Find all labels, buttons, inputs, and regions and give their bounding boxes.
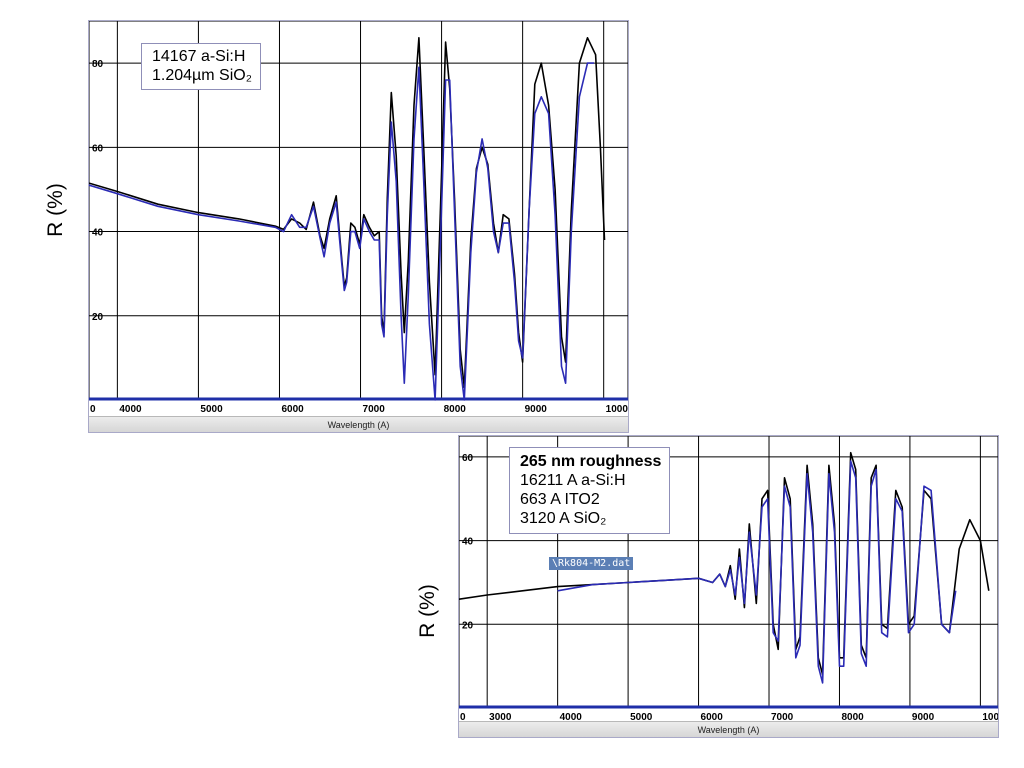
file-tag: \Rk804-M2.dat — [549, 557, 634, 570]
plot-area-bottom: 0 3000 4000 5000 6000 7000 8000 9000 1000 20 40 60 — [459, 436, 998, 723]
x-tick-label: 9000 — [525, 404, 548, 415]
y-tick-label: 20 — [92, 312, 104, 323]
legend-line-text: 1.204µm SiO₂ — [152, 67, 252, 84]
x-tick-label: 1000 — [982, 712, 998, 723]
series-line-0 — [89, 37, 606, 389]
y-tick-label: 80 — [92, 59, 104, 70]
chart-panel-top: 0 4000 5000 6000 7000 8000 9000 1000 20 40 60 80 14… — [88, 20, 629, 433]
y-axis-label-bottom: R (%) — [416, 584, 439, 638]
legend-bottom: 265 nm roughness 16211 A a-Si:H 663 A IT… — [509, 447, 671, 534]
y-tick-label: 20 — [462, 620, 474, 631]
x-tick-label: 9000 — [912, 712, 935, 723]
series-line-1 — [89, 62, 594, 401]
legend-line: 3120 A SiO₂ — [520, 510, 607, 527]
x-tick-label: 5000 — [200, 404, 223, 415]
x-axis-bar-bottom: Wavelength (A) — [459, 721, 998, 737]
x-tick-label: 4000 — [560, 712, 583, 723]
legend-line: 663 A ITO2 — [520, 491, 600, 508]
x-axis-bar-top: Wavelength (A) — [89, 416, 628, 432]
y-tick-label: 40 — [92, 228, 104, 239]
series-line-1 — [557, 460, 957, 684]
y-tick-label: 60 — [92, 143, 104, 154]
x-tick-label: 7000 — [771, 712, 794, 723]
x-tick-label: 5000 — [630, 712, 653, 723]
x-tick-label: 4000 — [119, 404, 142, 415]
legend-line: 14167 a-Si:H — [152, 48, 246, 65]
y-tick-label: 60 — [462, 453, 474, 464]
legend-top: 14167 a-Si:H 1.204µm SiO₂ — [141, 43, 261, 90]
x-tick-label: 0 — [90, 404, 96, 415]
x-axis-label-top: Wavelength (A) — [327, 420, 390, 430]
legend-title: 265 nm roughness — [520, 453, 662, 470]
x-axis-label-bottom: Wavelength (A) — [697, 725, 760, 735]
x-tick-label: 1000 — [606, 404, 628, 415]
chart-panel-bottom: 030004000500060007000800090001000204060 … — [458, 435, 999, 738]
legend-line: 16211 A a-Si:H — [520, 472, 626, 489]
x-tick-label: 6000 — [281, 404, 304, 415]
y-tick-label: 40 — [462, 537, 474, 548]
x-tick-label: 8000 — [841, 712, 864, 723]
x-tick-label: 6000 — [701, 712, 724, 723]
x-tick-label: 3000 — [489, 712, 512, 723]
y-axis-label-top: R (%) — [44, 183, 67, 237]
legend-line: 1.204µm SiO₂ — [152, 66, 252, 85]
x-tick-label: 8000 — [444, 404, 467, 415]
x-tick-label: 7000 — [363, 404, 386, 415]
x-tick-label: 0 — [460, 712, 466, 723]
